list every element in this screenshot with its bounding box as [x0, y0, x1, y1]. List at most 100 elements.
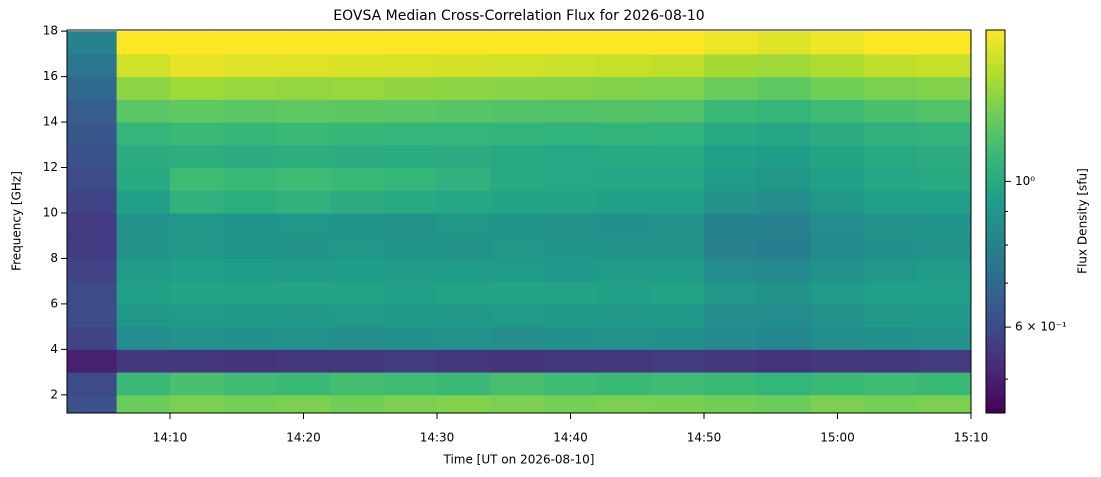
heatmap-cell: [223, 258, 278, 282]
heatmap-cell: [116, 258, 171, 282]
heatmap-cell: [276, 76, 331, 100]
heatmap-cell: [543, 190, 598, 214]
heatmap-cell: [170, 349, 224, 373]
heatmap-cell: [383, 258, 438, 282]
heatmap-cell: [810, 31, 865, 55]
heatmap-cell: [864, 167, 919, 191]
heatmap-cell: [223, 281, 278, 305]
heatmap-cell: [864, 258, 919, 282]
heatmap-cell: [810, 303, 865, 328]
heatmap-cell: [170, 303, 224, 328]
heatmap-cell: [276, 99, 331, 123]
heatmap-cell: [223, 31, 278, 55]
chart-title: EOVSA Median Cross-Correlation Flux for …: [333, 8, 704, 24]
heatmap-cell: [810, 190, 865, 214]
heatmap-cell: [864, 76, 919, 100]
heatmap-cell: [223, 303, 278, 328]
heatmap-cell: [810, 372, 865, 396]
heatmap-cell: [223, 53, 278, 78]
heatmap-cell: [330, 281, 385, 305]
heatmap-cell: [757, 76, 812, 100]
heatmap-cell: [223, 372, 278, 396]
heatmap-cell: [757, 235, 812, 259]
heatmap-cell: [810, 394, 865, 413]
heatmap-cell: [597, 122, 652, 146]
heatmap-cell: [330, 144, 385, 169]
heatmap-cell: [276, 31, 331, 55]
heatmap-cell: [116, 372, 171, 396]
heatmap-cell: [223, 349, 278, 373]
heatmap-cell: [330, 372, 385, 396]
heatmap-cell: [650, 212, 705, 237]
heatmap-cell: [917, 326, 971, 350]
heatmap-cell: [917, 235, 971, 259]
y-tick-label: 18: [43, 24, 58, 38]
heatmap-cell: [383, 53, 438, 78]
heatmap-cell: [223, 122, 278, 146]
heatmap-cell: [67, 372, 118, 396]
heatmap-cell: [810, 144, 865, 169]
x-tick-label: 15:10: [954, 431, 989, 445]
heatmap-cell: [864, 394, 919, 413]
heatmap-cell: [223, 190, 278, 214]
heatmap-cell: [276, 394, 331, 413]
heatmap-cell: [276, 212, 331, 237]
heatmap-cell: [276, 258, 331, 282]
heatmap-cell: [330, 99, 385, 123]
heatmap-cell: [437, 212, 491, 237]
heatmap-cell: [67, 349, 118, 373]
heatmap-cell: [543, 394, 598, 413]
heatmap-cell: [650, 303, 705, 328]
heatmap-cell: [67, 144, 118, 169]
heatmap-cell: [864, 372, 919, 396]
heatmap-cell: [543, 303, 598, 328]
heatmap-cell: [490, 212, 545, 237]
heatmap-cell: [170, 76, 224, 100]
heatmap-cell: [543, 258, 598, 282]
heatmap-cell: [757, 303, 812, 328]
heatmap-cell: [757, 122, 812, 146]
heatmap-cell: [276, 190, 331, 214]
heatmap-cell: [543, 53, 598, 78]
heatmap-cell: [116, 281, 171, 305]
colorbar-tick-label: 10⁰: [1015, 174, 1035, 188]
y-axis-label: Frequency [GHz]: [10, 171, 24, 271]
heatmap-cell: [864, 53, 919, 78]
heatmap-cell: [490, 122, 545, 146]
heatmap-cell: [67, 122, 118, 146]
heatmap: [67, 31, 971, 413]
heatmap-cell: [490, 372, 545, 396]
heatmap-cell: [597, 144, 652, 169]
heatmap-cell: [223, 144, 278, 169]
heatmap-cell: [67, 76, 118, 100]
heatmap-cell: [437, 303, 491, 328]
y-tick-label: 14: [43, 115, 58, 129]
heatmap-cell: [330, 235, 385, 259]
heatmap-cell: [490, 394, 545, 413]
heatmap-cell: [67, 212, 118, 237]
heatmap-cell: [116, 31, 171, 55]
heatmap-cell: [383, 144, 438, 169]
heatmap-cell: [543, 326, 598, 350]
heatmap-cell: [330, 190, 385, 214]
heatmap-cell: [170, 31, 224, 55]
heatmap-cell: [543, 349, 598, 373]
heatmap-cell: [330, 31, 385, 55]
colorbar-label: Flux Density [sfu]: [1076, 168, 1090, 274]
heatmap-cell: [276, 372, 331, 396]
heatmap-cell: [543, 144, 598, 169]
heatmap-cell: [543, 31, 598, 55]
heatmap-cell: [437, 394, 491, 413]
heatmap-cell: [490, 190, 545, 214]
heatmap-cell: [650, 326, 705, 350]
heatmap-cell: [116, 144, 171, 169]
heatmap-cell: [437, 190, 491, 214]
heatmap-cell: [650, 258, 705, 282]
heatmap-cell: [917, 190, 971, 214]
y-tick-label: 2: [50, 387, 58, 401]
heatmap-cell: [383, 122, 438, 146]
heatmap-cell: [917, 122, 971, 146]
heatmap-cell: [170, 326, 224, 350]
heatmap-cell: [490, 99, 545, 123]
heatmap-cell: [276, 144, 331, 169]
